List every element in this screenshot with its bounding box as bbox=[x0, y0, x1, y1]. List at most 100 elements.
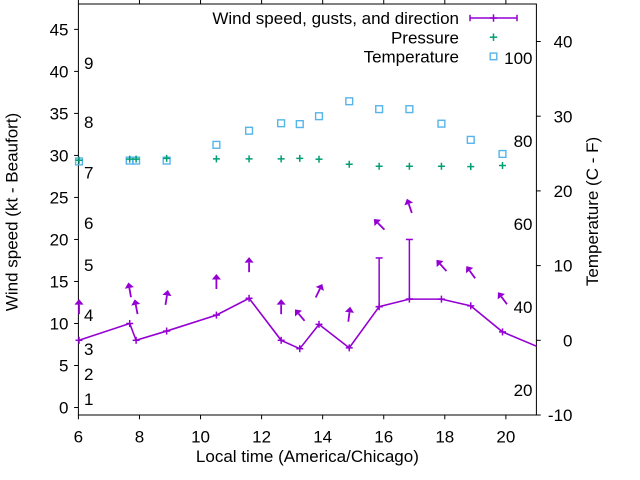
square-marker bbox=[295, 119, 304, 129]
beaufort-label: 2 bbox=[84, 365, 93, 384]
celsius-tick-label: 30 bbox=[554, 107, 573, 126]
legend: Wind speed, gusts, and directionPressure… bbox=[212, 9, 518, 67]
right-axis-celsius: -10 0 10 20 30 40 bbox=[536, 33, 573, 425]
chart-graphic bbox=[500, 296, 508, 305]
x-tick-label: 20 bbox=[496, 428, 515, 447]
legend-label-wind: Wind speed, gusts, and direction bbox=[212, 9, 459, 28]
x-tick-label: 12 bbox=[252, 428, 271, 447]
plus-marker bbox=[75, 336, 83, 344]
x-tick-label: 14 bbox=[313, 428, 332, 447]
wind-speed-line bbox=[78, 297, 537, 350]
plus-marker bbox=[437, 295, 445, 303]
square-marker bbox=[212, 140, 221, 149]
fahrenheit-label: 80 bbox=[514, 132, 533, 151]
plus-marker bbox=[489, 33, 498, 41]
pressure-series bbox=[75, 154, 507, 171]
kt-tick-label: 25 bbox=[50, 189, 69, 208]
plus-marker bbox=[132, 336, 140, 344]
wind-direction-arrow bbox=[344, 306, 354, 322]
plus-marker bbox=[163, 154, 171, 162]
celsius-tick-label: -10 bbox=[548, 406, 573, 425]
plus-marker bbox=[132, 155, 140, 163]
square-marker bbox=[314, 112, 324, 121]
x-tick-label: 18 bbox=[435, 428, 454, 447]
x-tick-label: 10 bbox=[191, 428, 210, 447]
plus-marker bbox=[75, 156, 83, 164]
celsius-tick-label: 10 bbox=[554, 257, 573, 276]
beaufort-label: 4 bbox=[84, 306, 93, 325]
kt-tick-label: 5 bbox=[59, 357, 68, 376]
fahrenheit-scale: 20 40 60 80 100 bbox=[504, 49, 532, 400]
gust-errorbar bbox=[375, 257, 383, 308]
plus-marker bbox=[296, 345, 304, 353]
wind-direction-arrow bbox=[294, 309, 306, 322]
plus-marker bbox=[315, 155, 323, 163]
chart-graphic bbox=[128, 287, 132, 298]
celsius-tick-label: 40 bbox=[554, 33, 573, 52]
plus-marker bbox=[405, 162, 413, 170]
wind-direction-arrow bbox=[314, 283, 324, 298]
plus-marker bbox=[375, 303, 383, 311]
chart-graphic bbox=[347, 312, 351, 322]
chart-graphic bbox=[497, 292, 505, 300]
beaufort-label: 1 bbox=[84, 390, 93, 409]
plus-marker bbox=[467, 163, 475, 171]
plot-frame bbox=[77, 3, 537, 416]
beaufort-label: 6 bbox=[84, 214, 93, 233]
chart-graphic bbox=[344, 306, 354, 313]
fahrenheit-label: 60 bbox=[514, 215, 533, 234]
wind-direction-arrow bbox=[124, 282, 134, 298]
plus-marker bbox=[467, 302, 475, 310]
fahrenheit-label: 20 bbox=[514, 381, 533, 400]
kt-tick-label: 0 bbox=[59, 399, 68, 418]
plus-marker bbox=[345, 160, 353, 168]
square-marker bbox=[277, 119, 286, 128]
chart-graphic bbox=[164, 295, 168, 305]
wind-direction-arrow bbox=[74, 299, 84, 315]
celsius-tick-label: 0 bbox=[563, 331, 572, 350]
x-tick-label: 16 bbox=[374, 428, 393, 447]
plus-marker bbox=[405, 295, 413, 303]
chart-graphic bbox=[465, 266, 474, 274]
plus-marker bbox=[163, 327, 171, 335]
chart-graphic bbox=[373, 219, 381, 227]
plus-marker bbox=[499, 328, 507, 336]
plus-marker bbox=[499, 162, 507, 170]
wind-direction-arrow bbox=[373, 219, 386, 231]
wind-series bbox=[74, 198, 537, 353]
wind-direction-arrow bbox=[436, 259, 448, 272]
square-marker bbox=[345, 97, 354, 106]
wind-direction-arrow bbox=[497, 292, 508, 305]
left-axis-title: Wind speed (kt - Beaufort) bbox=[3, 113, 22, 311]
wind-direction-arrow bbox=[244, 257, 254, 273]
kt-tick-label: 40 bbox=[50, 63, 69, 82]
kt-tick-label: 15 bbox=[50, 273, 69, 292]
chart-graphic bbox=[377, 222, 386, 231]
left-axis-kt: 0 5 10 15 20 25 30 35 40 45 bbox=[50, 20, 79, 418]
legend-label-pressure: Pressure bbox=[391, 28, 459, 47]
temperature-series bbox=[74, 97, 507, 166]
square-marker bbox=[498, 149, 507, 159]
chart-graphic bbox=[436, 259, 444, 268]
beaufort-label: 5 bbox=[84, 256, 93, 275]
plus-marker bbox=[437, 162, 445, 170]
x-tick-label: 8 bbox=[135, 428, 144, 447]
x-axis: 6 8 10 12 14 16 18 20 bbox=[74, 0, 515, 447]
plus-marker bbox=[277, 155, 285, 163]
square-marker bbox=[466, 135, 475, 144]
chart-graphic bbox=[77, 3, 537, 416]
chart-graphic bbox=[297, 312, 306, 322]
square-marker bbox=[489, 52, 498, 61]
kt-tick-label: 45 bbox=[50, 20, 69, 39]
wind-direction-arrow bbox=[465, 266, 476, 279]
beaufort-label: 8 bbox=[84, 113, 93, 132]
right-axis-title: Temperature (C - F) bbox=[583, 137, 602, 286]
plus-marker bbox=[126, 319, 134, 327]
chart-graphic bbox=[211, 273, 221, 280]
square-marker bbox=[405, 105, 414, 114]
plus-marker bbox=[212, 155, 220, 163]
fahrenheit-label: 100 bbox=[504, 49, 532, 68]
chart-graphic bbox=[315, 283, 324, 291]
